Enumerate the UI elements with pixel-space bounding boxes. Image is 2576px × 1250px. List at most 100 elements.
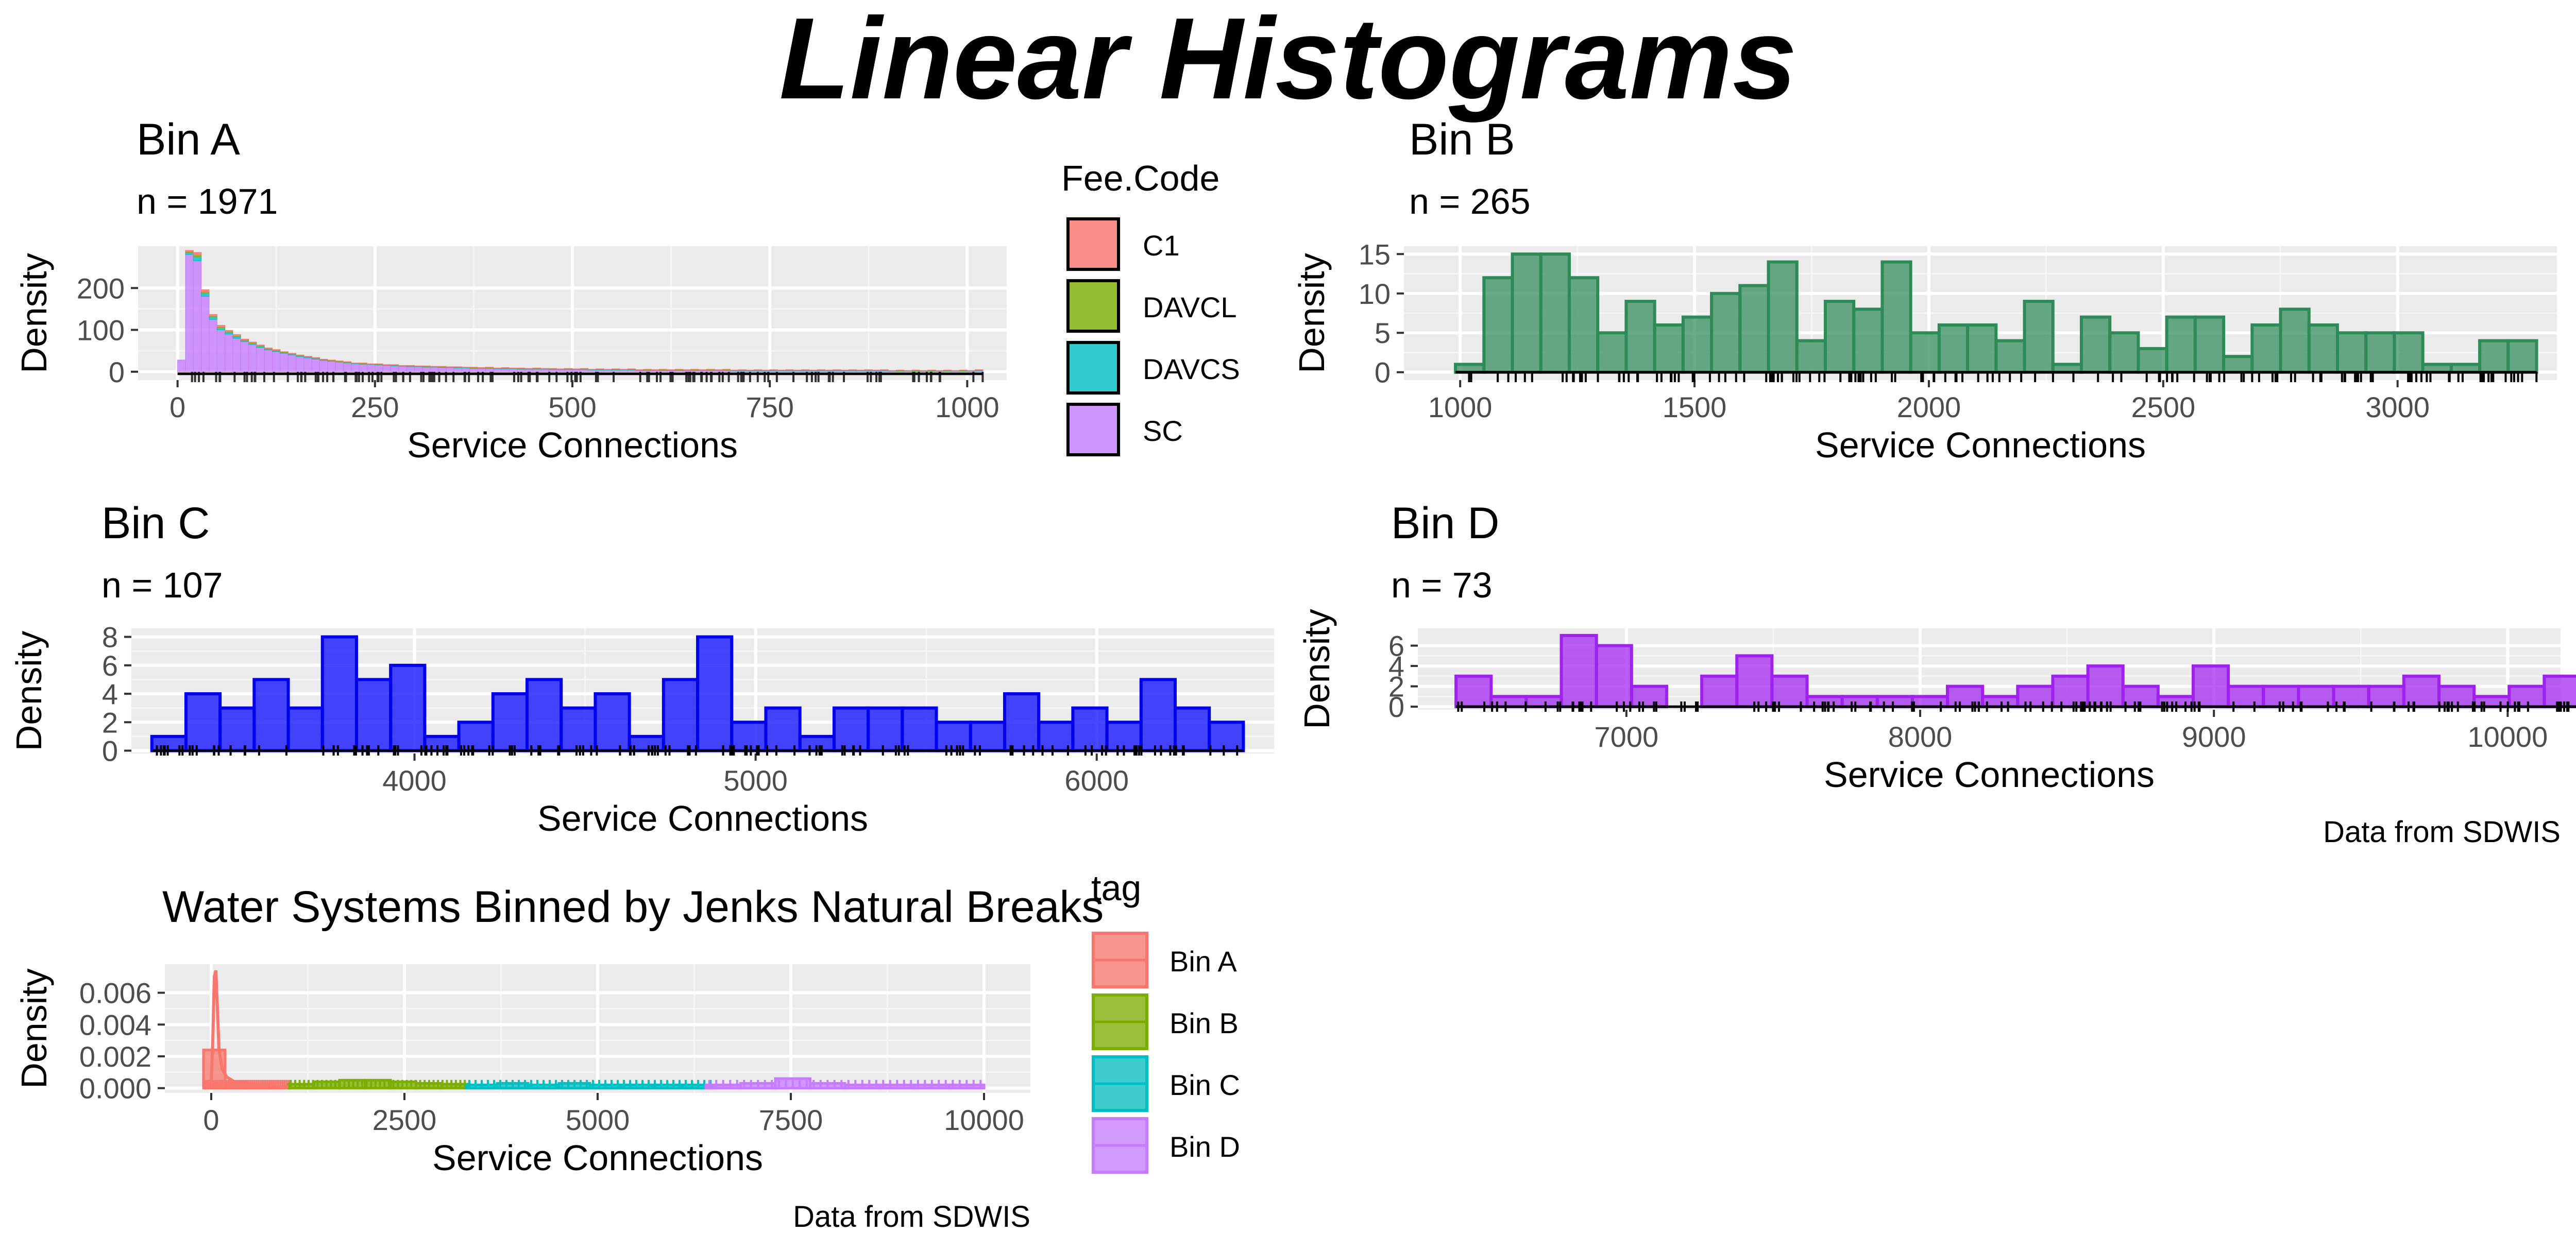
histogram-bar-c1	[335, 361, 344, 362]
histogram-bar-sc	[469, 368, 478, 372]
panel-subtitle: n = 107	[101, 565, 223, 605]
histogram-bar	[2472, 695, 2511, 709]
y-tick-label: 100	[77, 314, 125, 347]
histogram-bar-sc	[225, 334, 233, 372]
x-tick-label: 10000	[944, 1104, 1024, 1136]
x-tick-label: 4000	[382, 764, 447, 797]
histogram-bar	[2191, 664, 2230, 709]
legend-label: Bin D	[1170, 1131, 1240, 1163]
histogram-bar-sc	[272, 351, 281, 372]
histogram-bar	[320, 635, 358, 752]
histogram-bar	[832, 706, 870, 752]
histogram-bar-sc	[517, 369, 526, 372]
histogram-bar-sc	[446, 367, 454, 372]
histogram-bar-c1	[469, 367, 478, 368]
histogram-bar-c1	[793, 370, 802, 371]
histogram-bar-c1	[311, 357, 320, 358]
y-tick-label: 2	[102, 706, 118, 739]
histogram-bar-sc	[430, 367, 438, 372]
legend-swatch-davcs	[1066, 341, 1120, 395]
histogram-bar	[1539, 252, 1571, 374]
histogram-bar-sc	[185, 254, 194, 372]
histogram-bar	[252, 678, 290, 752]
density-line-bin-a	[210, 970, 289, 1088]
histogram-bar-c1	[351, 363, 360, 364]
y-tick-label: 4	[1388, 650, 1404, 682]
histogram-bar-sc	[256, 347, 265, 372]
histogram-bar	[1511, 252, 1543, 374]
histogram-bar	[1653, 323, 1685, 374]
histogram-bar-sc	[248, 344, 257, 372]
histogram-bar	[2393, 331, 2425, 374]
histogram-bar	[2307, 323, 2339, 374]
y-axis-title: Density	[9, 631, 49, 751]
histogram-bar	[491, 692, 529, 752]
histogram-bar	[1795, 339, 1827, 374]
x-tick-label: 1000	[935, 391, 999, 423]
histogram-bar-sc	[209, 319, 217, 372]
histogram-bar-sc	[414, 366, 423, 372]
histogram-bar-c1	[256, 345, 265, 346]
y-tick-label: 4	[102, 678, 118, 710]
y-tick-label: 0.000	[79, 1072, 151, 1105]
histogram-bar-c1	[287, 353, 297, 354]
y-tick-label: 6	[1388, 630, 1404, 662]
y-tick-label: 0	[1388, 691, 1404, 723]
histogram-bar	[1524, 695, 1563, 709]
y-tick-label: 0.002	[79, 1040, 151, 1073]
histogram-bar-c1	[967, 370, 976, 371]
histogram-bar-c1	[201, 289, 210, 293]
histogram-bar	[560, 706, 597, 752]
x-tick-label: 9000	[2182, 721, 2246, 753]
histogram-bar-c1	[745, 370, 755, 371]
histogram-bar	[2079, 315, 2112, 374]
histogram-bar-sc	[406, 366, 415, 372]
panel-title: Bin A	[137, 115, 240, 164]
histogram-bar-c1	[359, 363, 367, 364]
histogram-bar-sc	[461, 367, 470, 372]
histogram-bar	[1946, 684, 1985, 709]
histogram-bar	[1852, 307, 1884, 374]
histogram-bar-c1	[895, 370, 905, 371]
x-tick-label: 7500	[759, 1104, 823, 1136]
histogram-bar	[354, 678, 393, 752]
histogram-bar-c1	[722, 369, 731, 370]
histogram-bar-c1	[461, 367, 470, 368]
histogram-bar	[935, 721, 972, 752]
histogram-bar-c1	[935, 370, 944, 371]
x-tick-label: 1500	[1663, 391, 1727, 423]
legend-label: Bin B	[1170, 1007, 1239, 1039]
y-tick-label: 0.004	[79, 1008, 151, 1041]
x-tick-label: 500	[548, 391, 596, 423]
histogram-bar-c1	[888, 370, 896, 371]
histogram-bar	[1994, 339, 2026, 374]
histogram-bar-c1	[959, 370, 968, 371]
y-tick-label: 15	[1359, 238, 1391, 270]
histogram-bar	[1482, 276, 1514, 374]
histogram-bar-c1	[872, 370, 881, 371]
histogram-bar	[1208, 721, 1245, 752]
panel-subtitle: n = 265	[1409, 181, 1531, 221]
histogram-bar-sc	[296, 356, 304, 372]
x-tick-label: 250	[351, 391, 399, 423]
histogram-bar-sc	[280, 353, 289, 372]
panel-caption: Data from SDWIS	[793, 1200, 1030, 1234]
y-tick-label: 8	[102, 621, 118, 654]
legend-tag: tag Bin A Bin B Bin C Bin D	[1091, 868, 1240, 1174]
legend-label: C1	[1143, 229, 1180, 262]
histogram-bar-sc	[564, 369, 573, 372]
histogram-bar	[2193, 315, 2226, 374]
panel-B: 1000 1500 2000 2500 3000 0 5 10 15 Service Connec…	[1292, 115, 2557, 465]
histogram-bar-c1	[777, 370, 786, 371]
histogram-bar-c1	[193, 252, 202, 255]
histogram-bar-sc	[343, 363, 352, 372]
histogram-bar-c1	[619, 369, 628, 370]
histogram-bar-sc	[319, 360, 328, 372]
histogram-bar-bin-b	[440, 1083, 468, 1090]
histogram-bar-c1	[272, 349, 281, 351]
legend-label: SC	[1143, 415, 1183, 447]
histogram-bar-c1	[730, 370, 739, 371]
y-axis-title: Density	[14, 968, 54, 1088]
